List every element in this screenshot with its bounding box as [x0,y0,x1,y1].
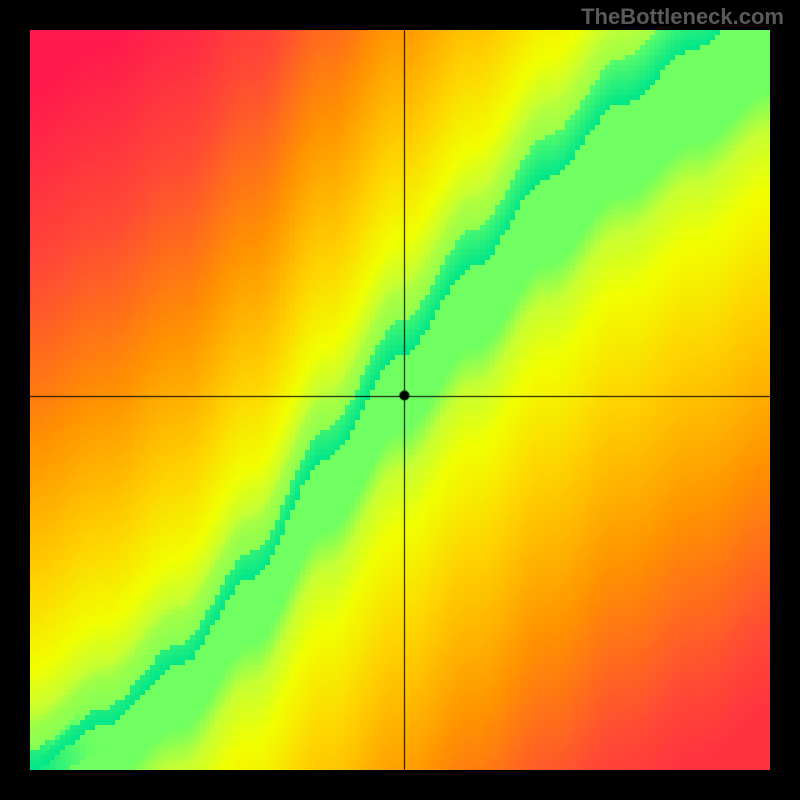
chart-container: TheBottleneck.com [0,0,800,800]
bottleneck-heatmap [30,30,770,770]
watermark-text: TheBottleneck.com [581,4,784,30]
